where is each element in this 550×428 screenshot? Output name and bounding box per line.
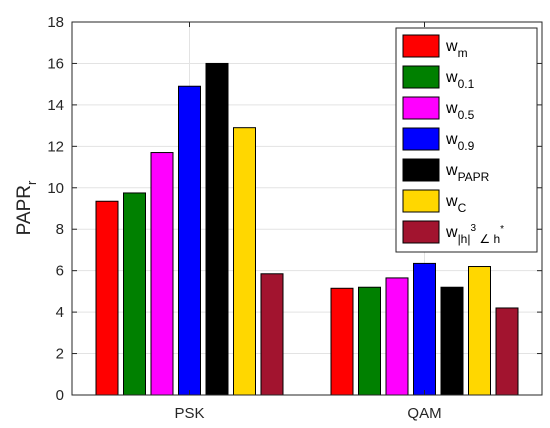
bar xyxy=(468,266,491,396)
bar xyxy=(95,200,119,396)
legend-label: wPAPR xyxy=(445,162,490,184)
y-tick-label: 8 xyxy=(56,221,64,238)
y-tick-labels: 0 2 4 6 8 10 12 14 16 18 xyxy=(47,14,64,404)
y-axis-label-sub: r xyxy=(24,180,39,185)
legend: wm w0.1 w0.5 w0.9 wPAPR wC w|h|3 ∠ h* xyxy=(395,27,538,253)
legend-label: w0.5 xyxy=(445,100,475,122)
axes-box xyxy=(71,21,543,396)
x-tick-label: QAM xyxy=(407,405,441,422)
y-tick-label: 2 xyxy=(56,346,64,363)
bar xyxy=(495,307,519,396)
y-tick-label: 6 xyxy=(56,263,64,280)
y-tick-label: 0 xyxy=(56,387,64,404)
y-tick-label: 4 xyxy=(56,304,64,321)
bar xyxy=(123,192,146,396)
bar xyxy=(440,286,464,396)
y-tick-label: 16 xyxy=(47,55,64,72)
bar xyxy=(178,85,201,396)
legend-swatch xyxy=(402,158,440,182)
bar xyxy=(233,127,256,396)
legend-swatch xyxy=(402,65,440,89)
bar xyxy=(260,273,284,396)
legend-label: wm xyxy=(445,38,468,60)
legend-label: w0.1 xyxy=(445,69,475,91)
x-tick-label: PSK xyxy=(174,405,204,422)
legend-label: wC xyxy=(445,193,467,215)
bar xyxy=(150,152,174,396)
legend-swatch xyxy=(402,127,440,151)
bar xyxy=(330,287,354,396)
y-tick-label: 18 xyxy=(47,14,64,31)
legend-swatch xyxy=(402,189,440,213)
bar xyxy=(385,277,409,396)
legend-swatch xyxy=(402,34,440,58)
legend-swatch xyxy=(402,220,440,244)
y-tick-label: 12 xyxy=(47,138,64,155)
bar xyxy=(358,286,381,396)
legend-swatch xyxy=(402,96,440,120)
y-tick-label: 14 xyxy=(47,97,64,114)
bars xyxy=(95,62,519,396)
bar xyxy=(413,262,436,396)
legend-label: w|h|3 ∠ h* xyxy=(445,223,504,246)
bar xyxy=(205,62,229,396)
legend-label: w0.9 xyxy=(445,131,475,153)
y-tick-label: 10 xyxy=(47,180,64,197)
y-axis-label: PAPRr xyxy=(14,180,39,235)
y-axis-label-main: PAPR xyxy=(14,185,35,235)
axes xyxy=(71,21,543,396)
x-tick-labels: PSK QAM xyxy=(174,405,441,422)
